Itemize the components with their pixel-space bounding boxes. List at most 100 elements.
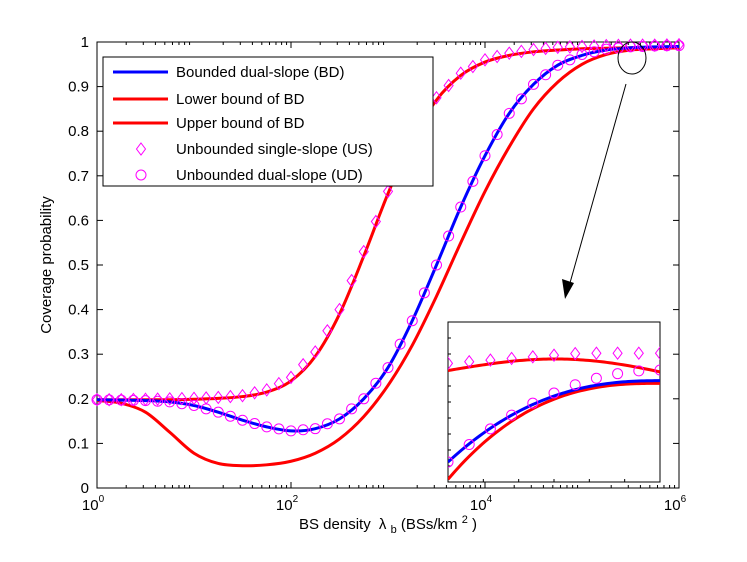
inset-circle-marker [463,439,475,451]
circle-marker [564,54,576,66]
legend-label: Unbounded single-slope (US) [176,141,373,158]
y-tick-label: 0.9 [68,79,89,96]
legend: Bounded dual-slope (BD) Lower bound of BD… [102,56,434,187]
y-tick-label: 0.1 [68,435,89,452]
legend-label: Lower bound of BD [176,91,305,108]
diamond-marker [176,391,187,406]
diamond-marker [358,244,369,259]
inset-circle-marker [612,368,624,380]
diamond-marker [237,388,248,403]
x-axis-label-symbol: λ [379,516,387,533]
diamond-marker [310,345,321,359]
diamond-marker [504,46,515,60]
circle-marker [661,40,673,52]
circle-marker [273,423,285,435]
diamond-marker [188,391,200,406]
y-tick-label: 0.6 [68,212,89,229]
inset-diamond-marker [633,346,644,361]
circle-marker [370,377,382,389]
inset-circle-marker [448,456,454,468]
series-lines [96,44,680,468]
x-tick-label: 100 [82,494,105,514]
diamond-marker [382,184,394,199]
inset-diamond-marker [485,353,496,367]
x-tick-label: 102 [276,494,299,514]
inset-bd-line [448,379,660,464]
diamond-marker [164,391,175,406]
diamond-marker [261,383,272,397]
inset-axes [447,321,661,483]
circle-marker [285,425,297,437]
diamond-marker [455,66,466,81]
diamond-marker [528,42,539,57]
y-tick-label: 0 [81,480,89,497]
diamond-marker [467,59,478,74]
legend-swatch-circle [135,169,147,181]
inset-plot [448,346,660,481]
circle-marker [649,40,661,52]
y-tick-label: 0.2 [68,391,89,408]
diamond-marker [334,302,345,317]
circle-marker [515,93,527,105]
circle-marker [127,394,139,406]
inset-diamond-marker [448,356,454,371]
legend-label: Unbounded dual-slope (UD) [176,167,363,184]
inset-diamond-marker [612,346,623,361]
diamond-marker [589,39,600,53]
series-line-1 [96,46,680,468]
inset-circle-marker [633,365,645,377]
circle-marker [152,395,164,407]
circle-marker [467,175,479,187]
inset-circle-marker [527,397,539,409]
circle-marker [455,201,467,213]
circle-marker [188,399,200,411]
diamond-marker [273,376,284,391]
y-tick-label: 0.3 [68,346,89,363]
circle-marker [249,418,261,430]
legend-label: Upper bound of BD [176,115,305,132]
circle-marker [261,421,273,433]
inset-diamond-marker [506,351,517,366]
circle-marker [176,398,188,410]
inset-diamond-marker [654,346,660,361]
diamond-marker [225,389,236,404]
circle-marker [309,423,321,435]
inset-circle-marker [590,372,602,384]
diamond-marker [285,370,297,385]
circle-marker [528,78,539,90]
legend-swatch-diamond [135,142,147,156]
x-tick-label: 106 [664,494,687,514]
diamond-marker [613,38,624,53]
y-axis-label: Coverage probability [38,196,55,334]
x-axis-label-units-exp: 2 [462,514,468,526]
inset-lower-bound-line [448,381,660,481]
circle-marker [321,418,333,430]
circle-marker [540,69,552,81]
circle-marker [637,40,649,52]
inset-frame [447,321,661,483]
circle-marker [394,338,406,350]
circle-marker [346,403,358,415]
inset-series [448,346,660,481]
diamond-marker [516,44,527,59]
circle-marker [576,48,588,60]
circle-marker [358,393,370,405]
circle-marker [503,107,515,119]
circle-marker [237,414,248,426]
circle-marker [115,394,127,406]
zoom-arrowhead [562,279,574,299]
circle-marker [491,129,503,141]
legend-label: Bounded dual-slope (BD) [176,64,344,81]
circle-marker [140,395,151,407]
diamond-marker [564,40,575,54]
diamond-marker [298,357,309,372]
diamond-marker [91,392,103,407]
circle-marker [382,362,394,374]
diamond-marker [540,41,551,56]
x-tick-label: 104 [470,494,493,514]
circle-marker [600,43,612,55]
zoom-arrow [567,83,627,291]
inset-circle-marker [654,364,660,376]
inset-circle-marker [548,387,560,399]
series-line-0 [96,44,680,433]
